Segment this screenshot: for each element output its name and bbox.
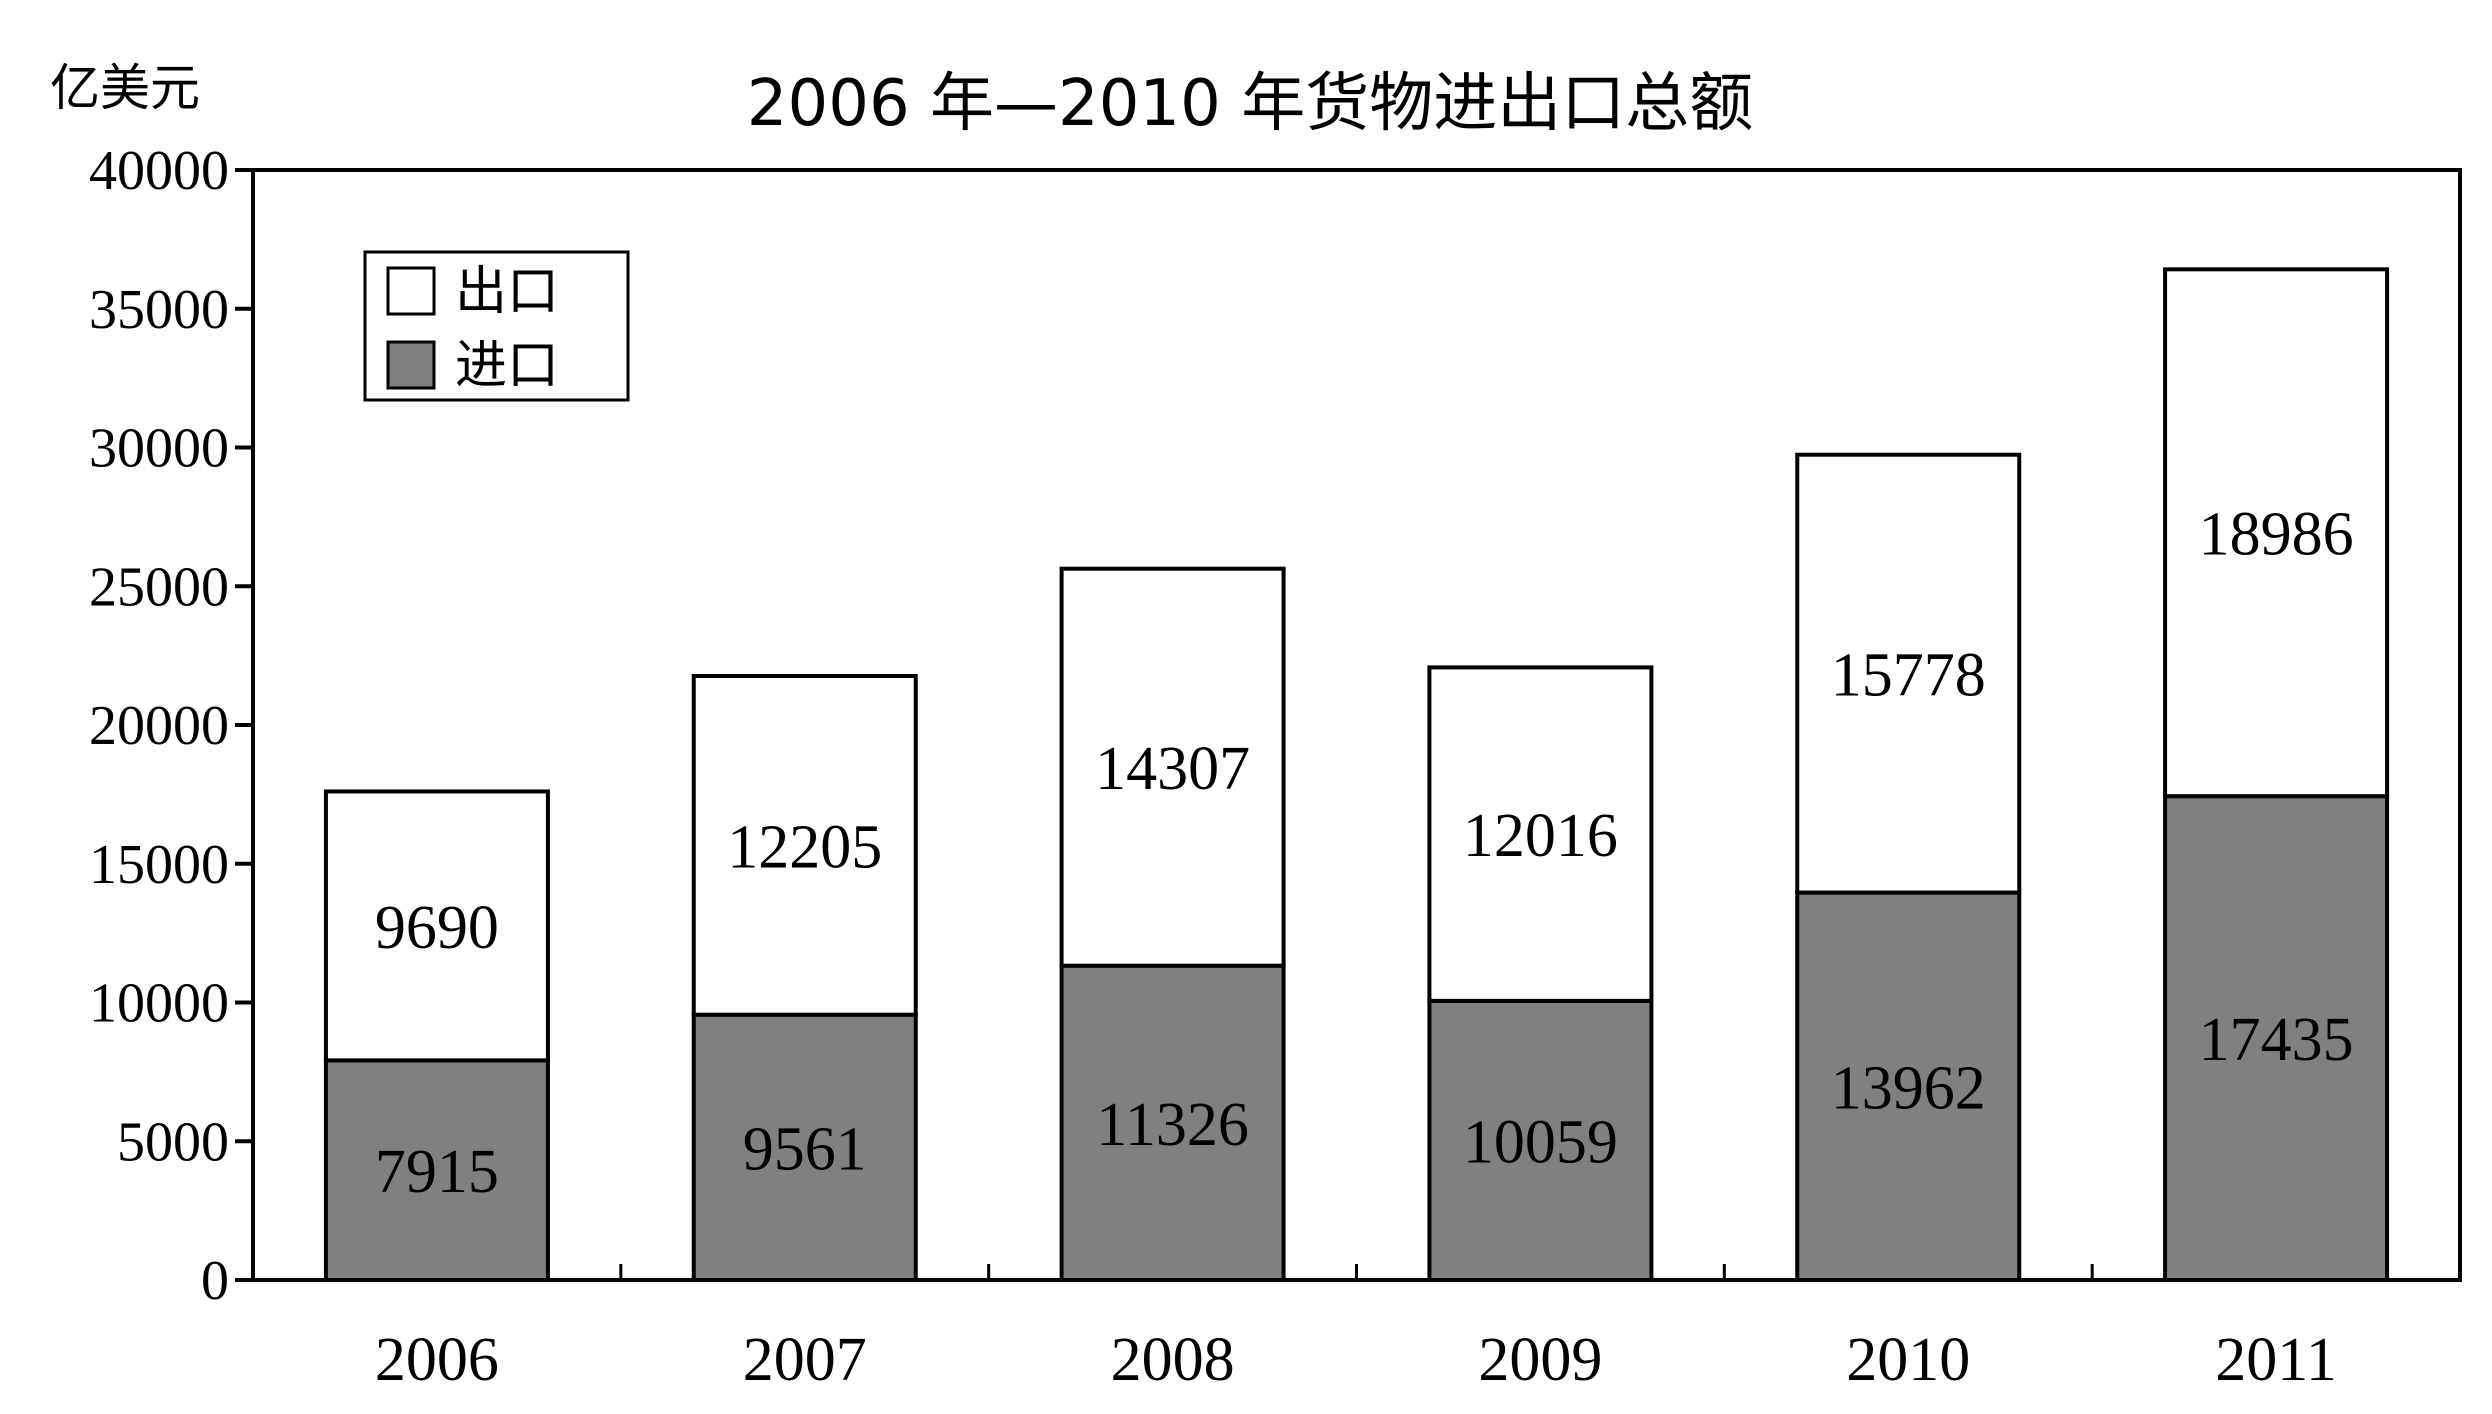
data-label-export: 9690 [375, 894, 499, 962]
data-label-import: 17435 [2199, 1006, 2354, 1074]
y-tick-label: 10000 [89, 973, 229, 1035]
data-label-export: 18986 [2199, 501, 2354, 569]
bar-import [1795, 890, 2022, 1282]
chart-title: 2006 年—2010 年货物进出口总额 [747, 67, 1753, 141]
y-axis-unit-label: 亿美元 [50, 59, 200, 117]
x-axis: 2006 2007 2008 2009 2010 2011 [375, 1264, 2337, 1394]
data-label-export: 15778 [1831, 642, 1986, 710]
x-tick-label: 2010 [1846, 1326, 1970, 1394]
y-tick-label: 5000 [117, 1111, 229, 1173]
data-label-export: 14307 [1095, 735, 1250, 803]
legend-swatch-export [386, 266, 436, 316]
x-tick-label: 2008 [1111, 1326, 1235, 1394]
data-label-export: 12205 [727, 813, 882, 881]
x-tick-label: 2009 [1478, 1326, 1602, 1394]
bar-export [323, 789, 550, 1063]
legend-swatch-import [386, 340, 436, 390]
y-tick-label: 15000 [89, 834, 229, 896]
bar-export [1059, 566, 1286, 968]
data-label-import: 11326 [1096, 1091, 1249, 1159]
y-tick-label: 40000 [89, 140, 229, 202]
x-tick-label: 2011 [2215, 1326, 2337, 1394]
x-tick-label: 2006 [375, 1326, 499, 1394]
bar-import [691, 1012, 918, 1282]
bar-series: 7915 9690 9561 12205 11326 14307 10059 12016 139… [323, 267, 2390, 1283]
legend-label-export: 出口 [455, 262, 559, 322]
bar-export [1427, 665, 1654, 1003]
legend: 出口 进口 [363, 250, 630, 402]
bar-import [1427, 998, 1654, 1282]
legend-label-import: 进口 [455, 336, 559, 396]
data-label-import: 13962 [1831, 1054, 1986, 1122]
bar-export [2163, 267, 2390, 799]
data-label-import: 9561 [743, 1115, 867, 1183]
bar-export [691, 673, 918, 1017]
bar-import [323, 1058, 550, 1283]
y-axis: 0 5000 10000 15000 20000 25000 30000 35000 40000 [89, 140, 253, 1312]
y-tick-label: 30000 [89, 418, 229, 480]
y-tick-label: 0 [201, 1250, 229, 1312]
bar-import [2163, 794, 2390, 1283]
data-label-import: 10059 [1463, 1108, 1618, 1176]
bar-import [1059, 963, 1286, 1282]
x-tick-label: 2007 [743, 1326, 867, 1394]
data-label-import: 7915 [375, 1138, 499, 1206]
y-tick-label: 35000 [89, 279, 229, 341]
bar-export [1795, 452, 2022, 895]
y-tick-label: 25000 [89, 556, 229, 618]
y-tick-label: 20000 [89, 695, 229, 757]
data-label-export: 12016 [1463, 802, 1618, 870]
